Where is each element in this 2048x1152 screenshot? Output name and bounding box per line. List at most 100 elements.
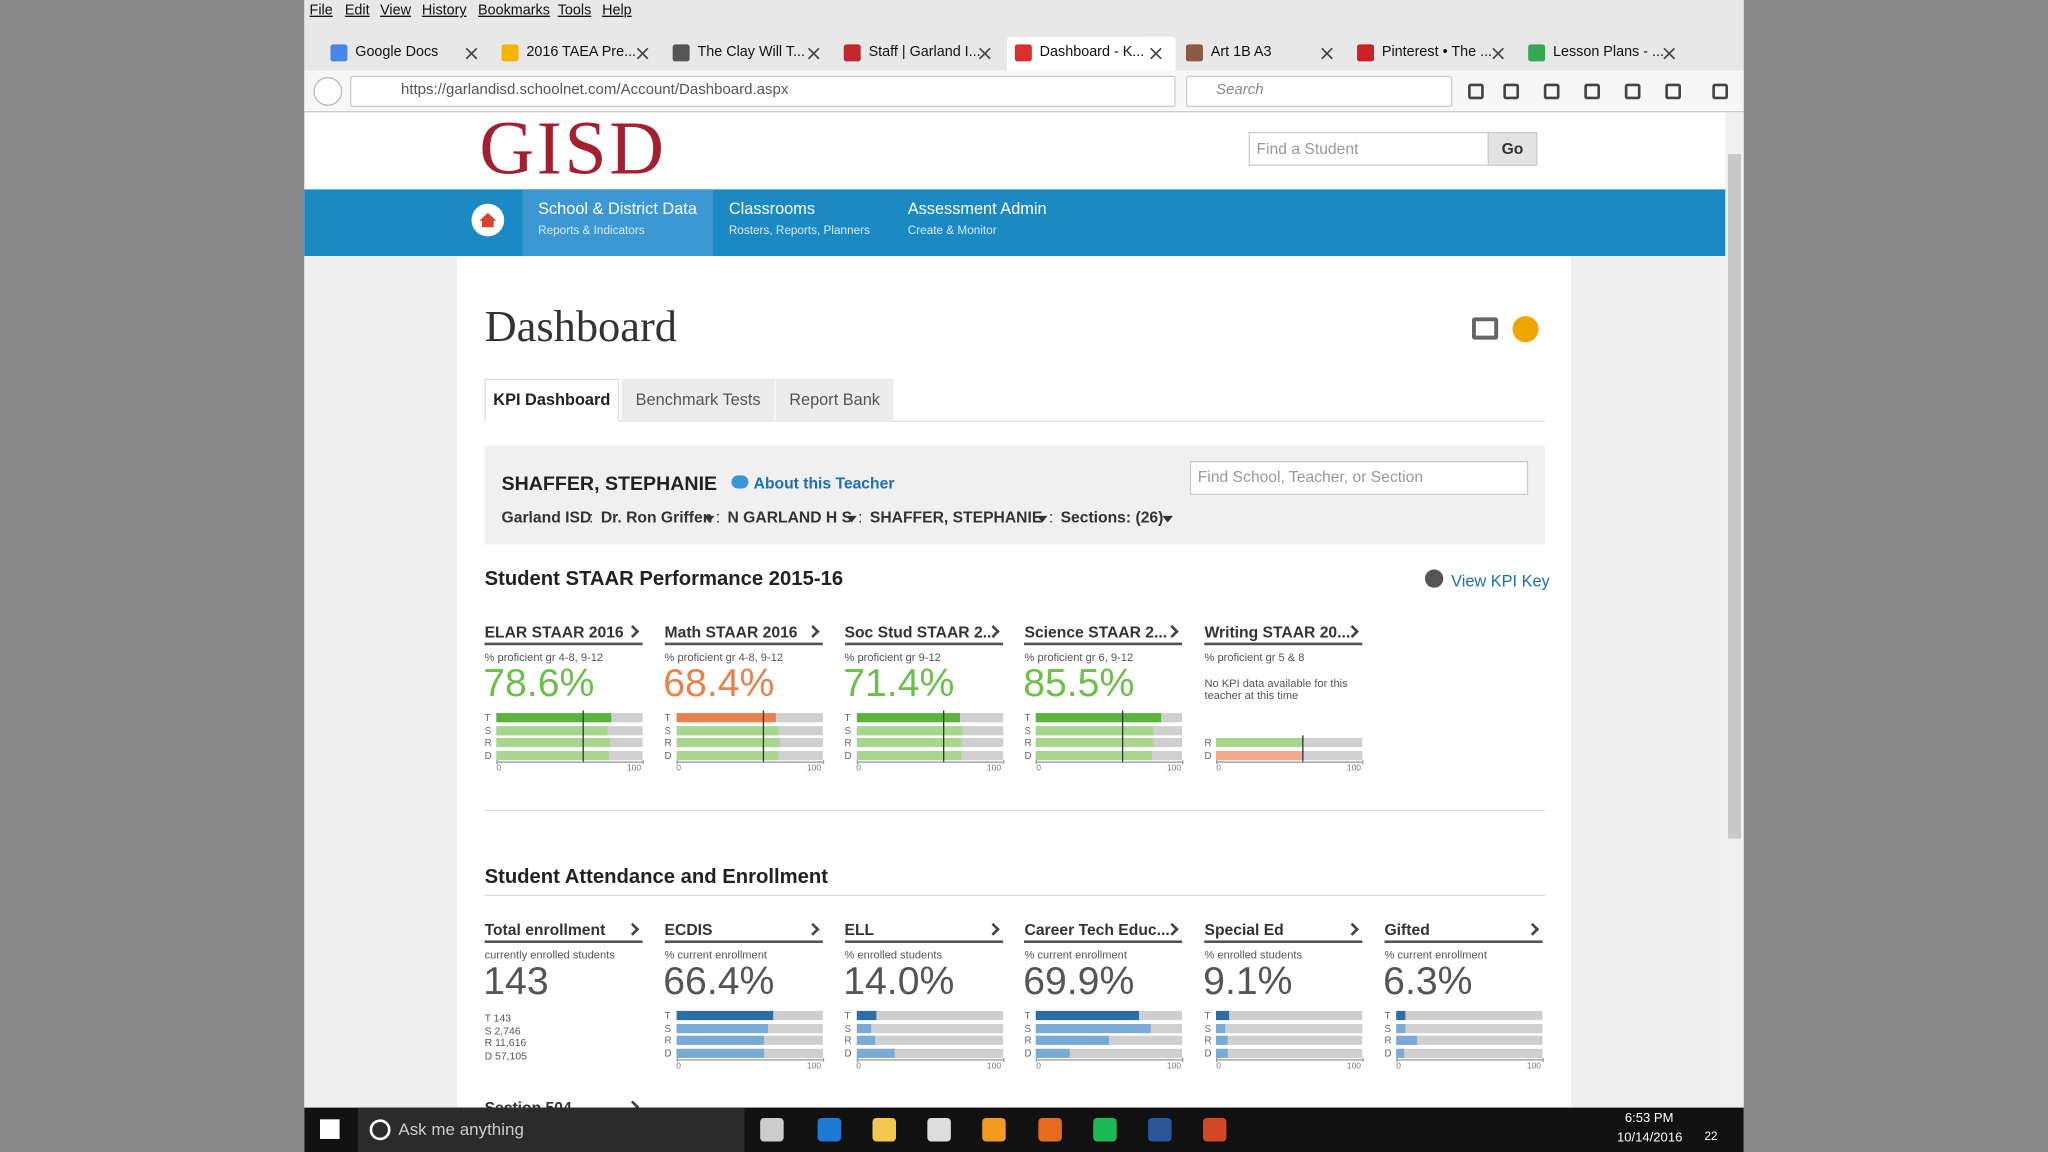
- cortana-ring: [369, 1119, 391, 1141]
- page-tab[interactable]: Report Bank: [775, 378, 894, 422]
- browser-tab[interactable]: Lesson Plans - ...: [1520, 37, 1688, 71]
- help-icon[interactable]: [1512, 316, 1539, 343]
- bar-label: S: [1204, 1022, 1212, 1034]
- card-title[interactable]: Career Tech Educ...: [1024, 920, 1170, 940]
- card-title[interactable]: Writing STAAR 20...: [1204, 623, 1351, 642]
- bar-track: [1396, 1048, 1543, 1058]
- home-button[interactable]: [471, 203, 505, 237]
- toolbar-icon[interactable]: [1665, 83, 1681, 100]
- axis-tick: [1362, 760, 1364, 765]
- axis-label: 0: [856, 764, 862, 774]
- toolbar-icon[interactable]: [1624, 83, 1641, 100]
- kpi-key-link[interactable]: View KPI Key: [1451, 572, 1550, 591]
- axis-label: 100: [1346, 764, 1362, 774]
- axis-tick: [1362, 1057, 1364, 1062]
- notification-count[interactable]: 22: [1704, 1129, 1718, 1143]
- card-title[interactable]: ECDIS: [664, 920, 713, 940]
- axis-label: 0: [1216, 1061, 1221, 1072]
- print-icon[interactable]: [1471, 317, 1499, 340]
- taskbar-app[interactable]: [1202, 1118, 1227, 1142]
- toolbar-icon[interactable]: [1543, 83, 1560, 100]
- nav-subtitle[interactable]: Create & Monitor: [907, 223, 997, 237]
- tab-close[interactable]: [1661, 40, 1677, 60]
- breadcrumb-item[interactable]: Sections: (26): [1060, 508, 1164, 527]
- taskbar-app[interactable]: [817, 1118, 842, 1142]
- menu-item[interactable]: Bookmarks: [478, 2, 550, 19]
- card-title[interactable]: Gifted: [1384, 920, 1430, 940]
- axis-tick: [1182, 760, 1184, 765]
- teacher-search[interactable]: [1189, 461, 1529, 496]
- bar-label: T: [664, 711, 671, 724]
- bar-label: R: [1204, 1034, 1212, 1047]
- card-title[interactable]: Special Ed: [1204, 920, 1284, 940]
- nav-title[interactable]: School & District Data: [538, 199, 697, 219]
- tab-close[interactable]: [635, 40, 651, 60]
- menu-item[interactable]: File: [309, 2, 333, 19]
- taskbar-search: Ask me anything: [398, 1119, 524, 1139]
- tab-close[interactable]: [1490, 40, 1506, 60]
- breadcrumb-item[interactable]: SHAFFER, STEPHANIE: [869, 508, 1043, 527]
- tab-close[interactable]: [1319, 40, 1335, 60]
- toolbar-icon[interactable]: [1584, 83, 1600, 100]
- url[interactable]: https://garlandisd.schoolnet.com/Account…: [400, 82, 789, 98]
- axis-tick: [856, 760, 858, 765]
- go-button[interactable]: Go: [1487, 131, 1538, 166]
- menu-item[interactable]: Tools: [557, 2, 592, 19]
- tab-close[interactable]: [464, 40, 480, 60]
- axis-line: [1216, 761, 1363, 763]
- menu-item[interactable]: View: [380, 2, 411, 19]
- browser-tab[interactable]: Art 1B A3: [1178, 37, 1346, 71]
- card-title[interactable]: ELL: [844, 920, 875, 940]
- start-button[interactable]: [319, 1119, 340, 1139]
- menu-item[interactable]: Help: [602, 2, 632, 19]
- taskbar-app[interactable]: [1093, 1118, 1117, 1142]
- browser-tab[interactable]: Google Docs: [323, 37, 491, 71]
- scroll-thumb[interactable]: [1727, 154, 1742, 839]
- bar-track: [1396, 1023, 1543, 1033]
- browser-tab[interactable]: Staff | Garland I...: [836, 37, 1004, 71]
- nav-subtitle[interactable]: Reports & Indicators: [538, 223, 645, 237]
- nav-title[interactable]: Assessment Admin: [907, 199, 1047, 219]
- toolbar-icon[interactable]: [1712, 83, 1728, 100]
- toolbar-icon[interactable]: [1503, 83, 1520, 100]
- card-title[interactable]: Math STAAR 2016: [664, 623, 798, 642]
- search-placeholder[interactable]: Search: [1215, 82, 1264, 98]
- card-title[interactable]: Soc Stud STAAR 2...: [844, 623, 996, 642]
- bar-label: S: [1024, 724, 1032, 736]
- breadcrumb-item: Garland ISD: [501, 508, 592, 527]
- card-title[interactable]: Total enrollment: [484, 920, 606, 940]
- page-tab[interactable]: KPI Dashboard: [484, 378, 620, 422]
- taskbar-app[interactable]: [1038, 1118, 1062, 1142]
- bar-label: T: [844, 711, 851, 724]
- breadcrumb-item[interactable]: Dr. Ron Griffen: [600, 508, 713, 527]
- axis-label: 0: [676, 1061, 682, 1072]
- page-tab[interactable]: Benchmark Tests: [621, 378, 775, 422]
- toolbar-icon[interactable]: [1468, 83, 1484, 100]
- back-button[interactable]: [313, 77, 343, 106]
- target-line: [942, 710, 944, 763]
- menu-item[interactable]: History: [421, 2, 467, 19]
- nav-title[interactable]: Classrooms: [728, 199, 816, 219]
- browser-tab[interactable]: The Clay Will T...: [665, 37, 833, 71]
- cortana-box[interactable]: [357, 1107, 745, 1152]
- about-link[interactable]: About this Teacher: [753, 474, 895, 493]
- student-search[interactable]: [1248, 131, 1489, 166]
- axis-tick: [822, 1057, 824, 1062]
- taskbar-app[interactable]: [927, 1118, 951, 1142]
- card-title[interactable]: Science STAAR 2...: [1024, 623, 1168, 642]
- browser-tab[interactable]: Dashboard - K...: [1007, 36, 1176, 71]
- breadcrumb-item[interactable]: N GARLAND H S: [727, 508, 853, 527]
- card-subtitle: % proficient gr 5 & 8: [1204, 650, 1305, 664]
- tab-close[interactable]: [1148, 40, 1164, 60]
- card-title[interactable]: ELAR STAAR 2016: [484, 623, 624, 642]
- menu-item[interactable]: Edit: [344, 2, 370, 19]
- taskbar-app[interactable]: [760, 1118, 784, 1142]
- taskbar-app[interactable]: [982, 1118, 1006, 1142]
- browser-tab[interactable]: 2016 TAEA Pre...: [494, 37, 662, 71]
- tab-close[interactable]: [977, 40, 993, 60]
- browser-tab[interactable]: Pinterest • The ...: [1349, 37, 1517, 71]
- tab-close[interactable]: [806, 40, 822, 60]
- taskbar-app[interactable]: [1148, 1118, 1172, 1142]
- taskbar-app[interactable]: [872, 1118, 896, 1142]
- nav-subtitle[interactable]: Rosters, Reports, Planners: [728, 223, 870, 237]
